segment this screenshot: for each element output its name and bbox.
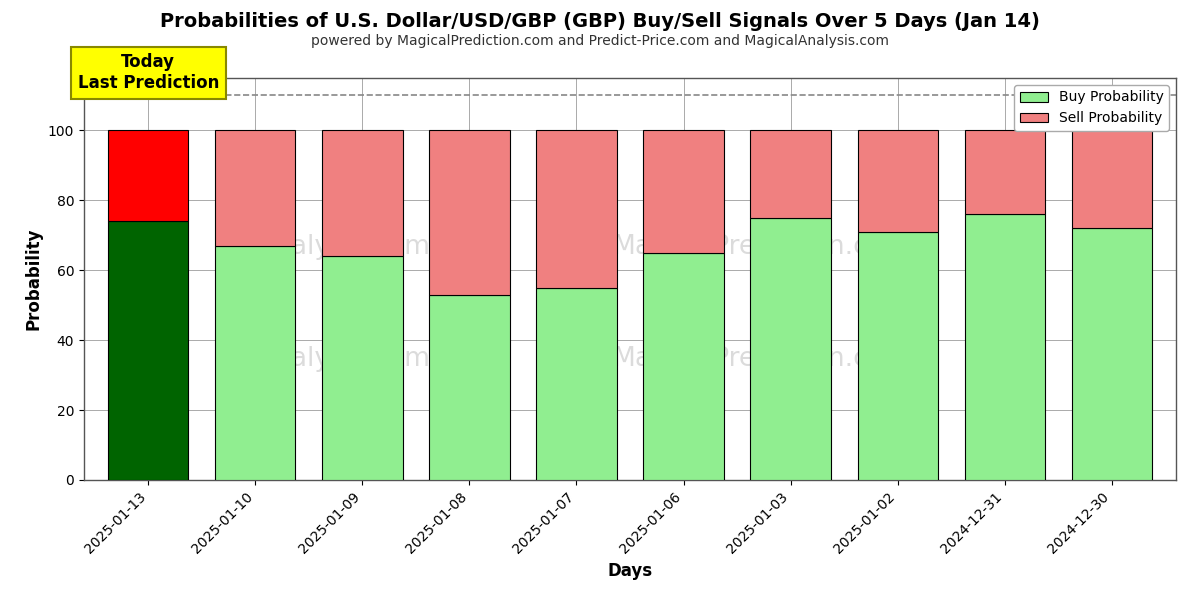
Bar	[430, 130, 510, 295]
Text: MagicalPrediction.com: MagicalPrediction.com	[612, 346, 910, 373]
Y-axis label: Probability: Probability	[24, 228, 42, 330]
Text: calAnalysis.com: calAnalysis.com	[218, 346, 431, 373]
Bar	[536, 288, 617, 480]
Bar	[643, 253, 724, 480]
Bar	[858, 130, 937, 232]
Bar	[108, 130, 188, 221]
Bar	[323, 130, 402, 256]
Legend: Buy Probability, Sell Probability: Buy Probability, Sell Probability	[1014, 85, 1169, 131]
Bar	[858, 232, 937, 480]
Bar	[750, 130, 830, 218]
Bar	[1072, 229, 1152, 480]
Bar	[430, 295, 510, 480]
Bar	[215, 130, 295, 246]
Bar	[965, 130, 1045, 214]
Text: calAnalysis.com: calAnalysis.com	[218, 234, 431, 260]
Text: MagicalPrediction.com: MagicalPrediction.com	[612, 234, 910, 260]
Bar	[536, 130, 617, 288]
Bar	[215, 246, 295, 480]
Text: Probabilities of U.S. Dollar/USD/GBP (GBP) Buy/Sell Signals Over 5 Days (Jan 14): Probabilities of U.S. Dollar/USD/GBP (GB…	[160, 12, 1040, 31]
X-axis label: Days: Days	[607, 562, 653, 580]
Bar	[750, 218, 830, 480]
Text: Today
Last Prediction: Today Last Prediction	[78, 53, 218, 92]
Bar	[1072, 130, 1152, 229]
Bar	[643, 130, 724, 253]
Bar	[108, 221, 188, 480]
Bar	[323, 256, 402, 480]
Text: powered by MagicalPrediction.com and Predict-Price.com and MagicalAnalysis.com: powered by MagicalPrediction.com and Pre…	[311, 34, 889, 48]
Bar	[965, 214, 1045, 480]
